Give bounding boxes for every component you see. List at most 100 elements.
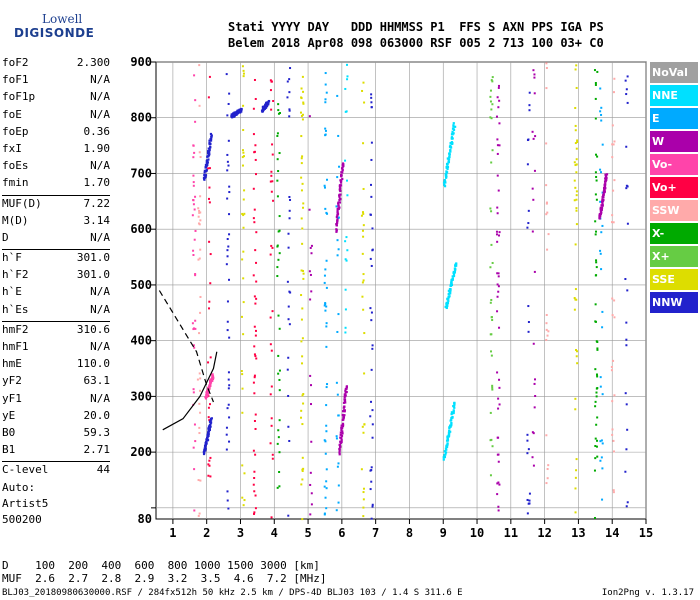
trace-point bbox=[207, 390, 210, 393]
echo-point bbox=[228, 213, 231, 216]
echo-point bbox=[545, 328, 548, 331]
trace-point bbox=[211, 379, 214, 382]
echo-point bbox=[576, 141, 579, 144]
echo-point bbox=[336, 254, 339, 257]
echo-point bbox=[272, 99, 275, 102]
echo-point bbox=[325, 322, 328, 325]
trace-point bbox=[447, 433, 451, 436]
legend-item-nne: NNE bbox=[650, 85, 698, 106]
param-key: MUF(D) bbox=[2, 196, 42, 210]
echo-point bbox=[242, 129, 245, 132]
echo-point bbox=[300, 135, 303, 138]
echo-point bbox=[337, 501, 340, 504]
echo-point bbox=[243, 499, 246, 502]
legend-item-ssw: SSW bbox=[650, 200, 698, 221]
echo-point bbox=[532, 137, 535, 140]
echo-point bbox=[228, 416, 231, 419]
x-tick-label: 8 bbox=[406, 526, 413, 540]
echo-point bbox=[310, 492, 313, 495]
x-tick-label: 5 bbox=[304, 526, 311, 540]
echo-point bbox=[287, 514, 290, 517]
echo-point bbox=[253, 208, 256, 211]
echo-point bbox=[252, 449, 255, 452]
echo-point bbox=[308, 208, 311, 211]
trace-point bbox=[449, 142, 452, 145]
echo-point bbox=[241, 258, 244, 261]
param-key: foF1 bbox=[2, 73, 29, 87]
trace-point bbox=[341, 422, 345, 425]
echo-point bbox=[241, 373, 244, 376]
echo-point bbox=[526, 512, 529, 515]
echo-point bbox=[496, 206, 499, 209]
echo-point bbox=[253, 325, 256, 328]
param-value: 110.0 bbox=[76, 357, 110, 371]
echo-point bbox=[533, 92, 536, 95]
echo-point bbox=[497, 275, 500, 278]
param-row: hmF1 N/A bbox=[2, 340, 110, 357]
echo-point bbox=[612, 491, 615, 494]
trace-point bbox=[453, 401, 456, 404]
echo-point bbox=[324, 496, 327, 499]
echo-point bbox=[288, 195, 291, 198]
echo-point bbox=[370, 141, 373, 144]
echo-point bbox=[271, 453, 274, 456]
echo-point bbox=[601, 393, 604, 396]
trace-point bbox=[603, 190, 606, 193]
echo-point bbox=[574, 487, 577, 490]
echo-point bbox=[362, 279, 365, 282]
echo-point bbox=[489, 95, 492, 98]
trace-point bbox=[341, 425, 345, 428]
trace-point bbox=[340, 171, 343, 174]
echo-point bbox=[344, 159, 347, 162]
trace-point bbox=[598, 217, 601, 220]
trace-point bbox=[206, 161, 209, 164]
echo-point bbox=[242, 250, 245, 253]
trace-point bbox=[204, 449, 207, 452]
trace-point bbox=[450, 136, 454, 139]
echo-point bbox=[255, 173, 258, 176]
echo-point bbox=[253, 295, 256, 298]
echo-point bbox=[575, 64, 578, 67]
echo-point bbox=[574, 68, 577, 71]
echo-point bbox=[594, 444, 597, 447]
echo-point bbox=[310, 290, 313, 293]
echo-point bbox=[194, 319, 197, 322]
echo-point bbox=[498, 378, 501, 381]
echo-point bbox=[545, 338, 548, 341]
echo-point bbox=[596, 341, 599, 344]
echo-point bbox=[336, 239, 339, 242]
echo-point bbox=[371, 227, 374, 230]
trace-point bbox=[443, 178, 446, 182]
echo-point bbox=[527, 502, 530, 505]
param-row: fxI 1.90 bbox=[2, 142, 110, 159]
param-row: foF2 2.300 bbox=[2, 56, 110, 73]
trace-point bbox=[336, 218, 339, 221]
param-value: 1.70 bbox=[83, 176, 111, 190]
param-value: 59.3 bbox=[83, 425, 111, 439]
echo-point bbox=[192, 391, 195, 394]
param-row: B1 2.71 bbox=[2, 443, 110, 460]
echo-point bbox=[277, 429, 280, 432]
trace-point bbox=[206, 438, 210, 442]
param-value: N/A bbox=[90, 73, 110, 87]
trace-point bbox=[344, 387, 347, 391]
trace-point bbox=[445, 439, 449, 442]
echo-point bbox=[289, 291, 292, 294]
trace-point bbox=[208, 423, 212, 427]
echo-point bbox=[287, 246, 290, 249]
echo-point bbox=[626, 428, 629, 431]
echo-point bbox=[534, 135, 537, 138]
echo-point bbox=[253, 221, 256, 224]
echo-point bbox=[362, 273, 365, 276]
echo-point bbox=[325, 430, 328, 433]
trace-point bbox=[335, 223, 338, 226]
echo-point bbox=[610, 365, 613, 368]
echo-point bbox=[226, 499, 229, 502]
echo-point bbox=[497, 272, 500, 275]
echo-point bbox=[276, 486, 279, 489]
echo-point bbox=[326, 212, 329, 215]
trace-point bbox=[448, 152, 451, 155]
echo-point bbox=[612, 189, 615, 192]
echo-point bbox=[241, 496, 244, 499]
echo-point bbox=[497, 407, 500, 410]
